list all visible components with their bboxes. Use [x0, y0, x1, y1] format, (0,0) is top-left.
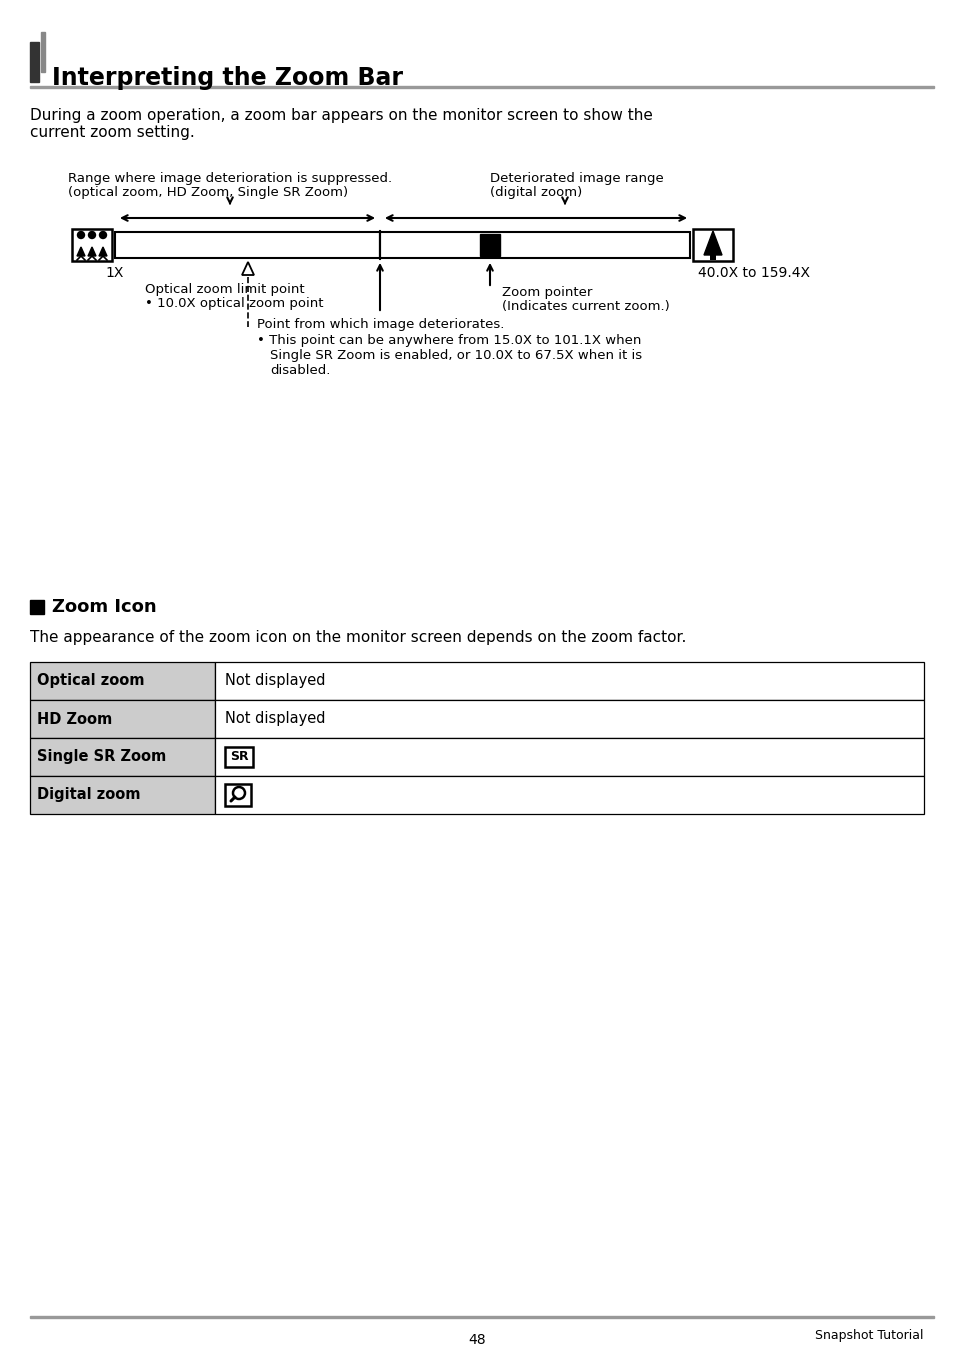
Text: Digital zoom: Digital zoom	[37, 787, 140, 802]
Text: Optical zoom: Optical zoom	[37, 673, 144, 688]
Text: Single SR Zoom: Single SR Zoom	[37, 749, 166, 764]
Bar	[709, 252, 716, 261]
Bar	[214, 700, 923, 738]
Text: Range where image deterioration is suppressed.: Range where image deterioration is suppr…	[68, 172, 392, 185]
Text: SR: SR	[230, 750, 248, 764]
Bar	[30, 700, 214, 738]
Circle shape	[89, 232, 95, 239]
Bar	[479, 233, 499, 256]
Bar	[214, 662, 923, 700]
Circle shape	[99, 232, 107, 239]
Text: The appearance of the zoom icon on the monitor screen depends on the zoom factor: The appearance of the zoom icon on the m…	[30, 630, 685, 645]
Bar	[30, 85, 933, 88]
Bar	[225, 746, 253, 767]
Text: During a zoom operation, a zoom bar appears on the monitor screen to show the: During a zoom operation, a zoom bar appe…	[30, 109, 652, 123]
Text: (Indicates current zoom.): (Indicates current zoom.)	[501, 300, 669, 313]
Bar	[379, 232, 689, 258]
Text: • This point can be anywhere from 15.0X to 101.1X when: • This point can be anywhere from 15.0X …	[256, 334, 640, 347]
Text: (optical zoom, HD Zoom, Single SR Zoom): (optical zoom, HD Zoom, Single SR Zoom)	[68, 186, 348, 199]
Bar	[214, 738, 923, 776]
Text: current zoom setting.: current zoom setting.	[30, 125, 194, 140]
Text: Interpreting the Zoom Bar: Interpreting the Zoom Bar	[52, 66, 402, 90]
Text: 48: 48	[468, 1333, 485, 1348]
Text: Snapshot Tutorial: Snapshot Tutorial	[815, 1330, 923, 1342]
Text: HD Zoom: HD Zoom	[37, 711, 112, 726]
Polygon shape	[242, 262, 253, 275]
Polygon shape	[88, 247, 96, 256]
Bar	[30, 738, 214, 776]
Circle shape	[77, 232, 85, 239]
Text: (digital zoom): (digital zoom)	[490, 186, 581, 199]
Text: Zoom Icon: Zoom Icon	[52, 598, 156, 616]
Text: Deteriorated image range: Deteriorated image range	[490, 172, 663, 185]
Bar	[71, 229, 112, 261]
Text: Not displayed: Not displayed	[225, 673, 325, 688]
Text: Zoom pointer: Zoom pointer	[501, 286, 592, 299]
Bar	[41, 33, 45, 72]
Bar	[30, 42, 39, 81]
Text: 40.0X to 159.4X: 40.0X to 159.4X	[698, 266, 809, 280]
Text: Point from which image deteriorates.: Point from which image deteriorates.	[256, 318, 504, 331]
Bar	[30, 662, 214, 700]
Bar	[30, 1316, 933, 1318]
Bar	[692, 229, 732, 261]
Bar	[30, 600, 44, 613]
Text: 1X: 1X	[105, 266, 123, 280]
Text: Not displayed: Not displayed	[225, 711, 325, 726]
Polygon shape	[99, 247, 107, 256]
Polygon shape	[77, 247, 85, 256]
Text: • 10.0X optical zoom point: • 10.0X optical zoom point	[145, 297, 323, 309]
Text: Single SR Zoom is enabled, or 10.0X to 67.5X when it is: Single SR Zoom is enabled, or 10.0X to 6…	[270, 349, 641, 362]
Bar	[214, 776, 923, 814]
Polygon shape	[703, 231, 721, 255]
Bar	[115, 232, 379, 258]
Text: disabled.: disabled.	[270, 364, 330, 377]
Bar	[225, 784, 251, 806]
Bar	[30, 776, 214, 814]
Text: Optical zoom limit point: Optical zoom limit point	[145, 284, 304, 296]
